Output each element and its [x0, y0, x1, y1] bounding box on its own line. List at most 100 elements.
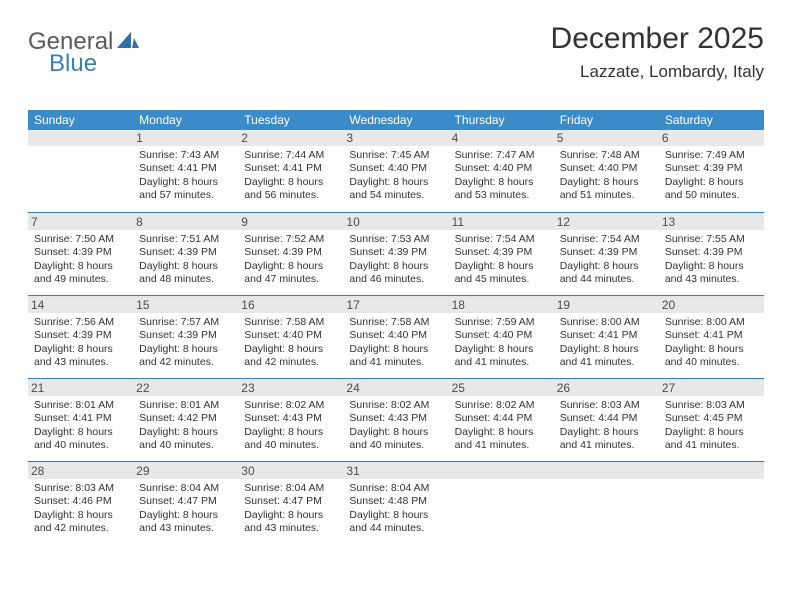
day-info: Sunrise: 7:52 AMSunset: 4:39 PMDaylight:…: [244, 233, 337, 287]
calendar: SundayMondayTuesdayWednesdayThursdayFrid…: [28, 110, 764, 544]
day-info: Sunrise: 8:04 AMSunset: 4:47 PMDaylight:…: [244, 482, 337, 536]
day-cell: 20 Sunrise: 8:00 AMSunset: 4:41 PMDayligh…: [659, 296, 764, 378]
page-title: December 2025: [551, 22, 764, 56]
day-cell: 29Sunrise: 8:04 AMSunset: 4:47 PMDayligh…: [133, 462, 238, 544]
weekday-header: Sunday: [28, 110, 133, 130]
week-row: 1 Sunrise: 7:43 AMSunset: 4:41 PMDaylight…: [28, 130, 764, 213]
day-number: 4: [449, 130, 554, 146]
day-info: Sunrise: 7:53 AMSunset: 4:39 PMDaylight:…: [349, 233, 442, 287]
week-row: 28 Sunrise: 8:03 AMSunset: 4:46 PMDayligh…: [28, 462, 764, 544]
day-number: 29: [133, 463, 238, 479]
day-cell: 3 Sunrise: 7:45 AMSunset: 4:40 PMDaylight…: [343, 130, 448, 212]
day-number-empty: [659, 463, 764, 479]
day-cell: 9 Sunrise: 7:52 AMSunset: 4:39 PMDaylight…: [238, 213, 343, 295]
day-cell: 18Sunrise: 7:59 AMSunset: 4:40 PMDayligh…: [449, 296, 554, 378]
day-cell: [554, 462, 659, 544]
day-cell: [449, 462, 554, 544]
day-info: Sunrise: 8:02 AMSunset: 4:44 PMDaylight:…: [455, 399, 548, 453]
day-info: Sunrise: 7:49 AMSunset: 4:39 PMDaylight:…: [665, 149, 758, 203]
day-number: 9: [238, 214, 343, 230]
day-number: 6: [659, 130, 764, 146]
title-block: December 2025 Lazzate, Lombardy, Italy: [551, 22, 764, 82]
day-cell: [659, 462, 764, 544]
day-info: Sunrise: 7:48 AMSunset: 4:40 PMDaylight:…: [560, 149, 653, 203]
day-number: 23: [238, 380, 343, 396]
day-number: 11: [449, 214, 554, 230]
day-number: 20: [659, 297, 764, 313]
day-info: Sunrise: 7:51 AMSunset: 4:39 PMDaylight:…: [139, 233, 232, 287]
day-cell: 8 Sunrise: 7:51 AMSunset: 4:39 PMDaylight…: [133, 213, 238, 295]
logo-text-blue: Blue: [49, 50, 97, 77]
day-cell: 10Sunrise: 7:53 AMSunset: 4:39 PMDayligh…: [343, 213, 448, 295]
day-cell: 17 Sunrise: 7:58 AMSunset: 4:40 PMDayligh…: [343, 296, 448, 378]
day-info: Sunrise: 8:03 AMSunset: 4:45 PMDaylight:…: [665, 399, 758, 453]
week-row: 14 Sunrise: 7:56 AMSunset: 4:39 PMDayligh…: [28, 296, 764, 379]
day-cell: 13 Sunrise: 7:55 AMSunset: 4:39 PMDayligh…: [659, 213, 764, 295]
day-info: Sunrise: 8:04 AMSunset: 4:48 PMDaylight:…: [349, 482, 442, 536]
day-number: 12: [554, 214, 659, 230]
day-info: Sunrise: 7:45 AMSunset: 4:40 PMDaylight:…: [349, 149, 442, 203]
logo-text-blue-wrap: Blue: [48, 50, 97, 78]
day-info: Sunrise: 8:03 AMSunset: 4:44 PMDaylight:…: [560, 399, 653, 453]
day-info: Sunrise: 8:00 AMSunset: 4:41 PMDaylight:…: [665, 316, 758, 370]
day-cell: 25 Sunrise: 8:02 AMSunset: 4:44 PMDayligh…: [449, 379, 554, 461]
day-number: 15: [133, 297, 238, 313]
day-cell: 31Sunrise: 8:04 AMSunset: 4:48 PMDayligh…: [343, 462, 448, 544]
day-info: Sunrise: 8:02 AMSunset: 4:43 PMDaylight:…: [349, 399, 442, 453]
day-info: Sunrise: 8:02 AMSunset: 4:43 PMDaylight:…: [244, 399, 337, 453]
day-info: Sunrise: 8:03 AMSunset: 4:46 PMDaylight:…: [34, 482, 127, 536]
day-number: 22: [133, 380, 238, 396]
weekday-header: Saturday: [659, 110, 764, 130]
day-cell: 21Sunrise: 8:01 AMSunset: 4:41 PMDayligh…: [28, 379, 133, 461]
day-cell: 28 Sunrise: 8:03 AMSunset: 4:46 PMDayligh…: [28, 462, 133, 544]
header: General December 2025 Lazzate, Lombardy,…: [28, 22, 764, 82]
day-number: 14: [28, 297, 133, 313]
day-info: Sunrise: 7:50 AMSunset: 4:39 PMDaylight:…: [34, 233, 127, 287]
day-info: Sunrise: 7:55 AMSunset: 4:39 PMDaylight:…: [665, 233, 758, 287]
day-cell: 19 Sunrise: 8:00 AMSunset: 4:41 PMDayligh…: [554, 296, 659, 378]
day-info: Sunrise: 7:54 AMSunset: 4:39 PMDaylight:…: [560, 233, 653, 287]
weekday-header: Wednesday: [343, 110, 448, 130]
day-info: Sunrise: 7:47 AMSunset: 4:40 PMDaylight:…: [455, 149, 548, 203]
day-info: Sunrise: 7:43 AMSunset: 4:41 PMDaylight:…: [139, 149, 232, 203]
day-cell: 2 Sunrise: 7:44 AMSunset: 4:41 PMDaylight…: [238, 130, 343, 212]
day-number: 2: [238, 130, 343, 146]
day-number: 16: [238, 297, 343, 313]
day-number: 1: [133, 130, 238, 146]
day-info: Sunrise: 8:01 AMSunset: 4:42 PMDaylight:…: [139, 399, 232, 453]
location-text: Lazzate, Lombardy, Italy: [551, 62, 764, 82]
day-number: 13: [659, 214, 764, 230]
day-number-empty: [554, 463, 659, 479]
day-info: Sunrise: 7:58 AMSunset: 4:40 PMDaylight:…: [349, 316, 442, 370]
day-number: 19: [554, 297, 659, 313]
day-info: Sunrise: 8:00 AMSunset: 4:41 PMDaylight:…: [560, 316, 653, 370]
day-number: 8: [133, 214, 238, 230]
week-row: 7Sunrise: 7:50 AMSunset: 4:39 PMDaylight…: [28, 213, 764, 296]
day-number: 30: [238, 463, 343, 479]
day-info: Sunrise: 7:57 AMSunset: 4:39 PMDaylight:…: [139, 316, 232, 370]
day-cell: 7Sunrise: 7:50 AMSunset: 4:39 PMDaylight…: [28, 213, 133, 295]
weekday-header: Thursday: [449, 110, 554, 130]
day-cell: 24 Sunrise: 8:02 AMSunset: 4:43 PMDayligh…: [343, 379, 448, 461]
day-cell: 16Sunrise: 7:58 AMSunset: 4:40 PMDayligh…: [238, 296, 343, 378]
day-info: Sunrise: 7:44 AMSunset: 4:41 PMDaylight:…: [244, 149, 337, 203]
day-info: Sunrise: 7:56 AMSunset: 4:39 PMDaylight:…: [34, 316, 127, 370]
weekday-header: Friday: [554, 110, 659, 130]
day-info: Sunrise: 8:01 AMSunset: 4:41 PMDaylight:…: [34, 399, 127, 453]
day-cell: 27Sunrise: 8:03 AMSunset: 4:45 PMDayligh…: [659, 379, 764, 461]
day-number: 24: [343, 380, 448, 396]
day-number: 17: [343, 297, 448, 313]
day-number: 25: [449, 380, 554, 396]
day-number: 3: [343, 130, 448, 146]
day-cell: 14 Sunrise: 7:56 AMSunset: 4:39 PMDayligh…: [28, 296, 133, 378]
day-cell: 26Sunrise: 8:03 AMSunset: 4:44 PMDayligh…: [554, 379, 659, 461]
day-cell: 12 Sunrise: 7:54 AMSunset: 4:39 PMDayligh…: [554, 213, 659, 295]
day-number: 5: [554, 130, 659, 146]
day-cell: [28, 130, 133, 212]
day-cell: 22 Sunrise: 8:01 AMSunset: 4:42 PMDayligh…: [133, 379, 238, 461]
day-number-empty: [28, 130, 133, 146]
weekday-header: Tuesday: [238, 110, 343, 130]
week-row: 21Sunrise: 8:01 AMSunset: 4:41 PMDayligh…: [28, 379, 764, 462]
day-number: 28: [28, 463, 133, 479]
day-cell: 15 Sunrise: 7:57 AMSunset: 4:39 PMDayligh…: [133, 296, 238, 378]
